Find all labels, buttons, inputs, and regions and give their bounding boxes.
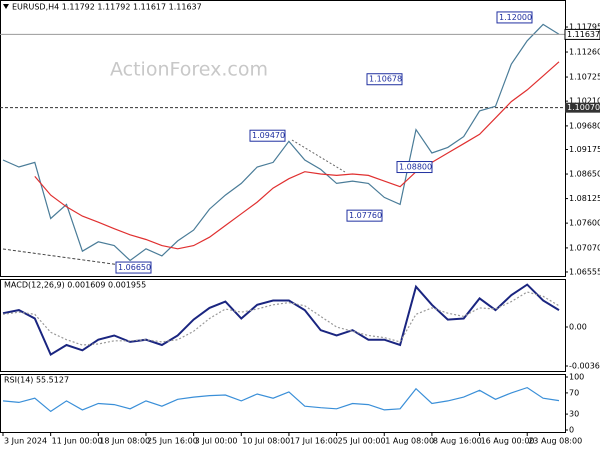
current-price-label: 1.11637 [567, 30, 600, 39]
x-tick-label: 3 Jun 2024 [4, 437, 47, 446]
watermark: ActionForex.com [110, 59, 268, 81]
annotation-box [496, 11, 533, 24]
y-tick-label: 1.08125 [569, 194, 600, 203]
y-tick-label: 1.11260 [569, 48, 600, 57]
panel-frame [0, 374, 566, 433]
series-line [2, 291, 560, 346]
y-tick-label: 30 [569, 410, 579, 419]
x-tick-label: 23 Aug 08:00 [528, 437, 582, 446]
annotation-box [115, 261, 152, 274]
x-tick-label: 17 Jul 16:00 [290, 437, 338, 446]
y-tick-label: 1.07600 [569, 219, 600, 228]
annotation-box [249, 129, 286, 142]
y-tick-label: -0.003678 [569, 361, 600, 370]
y-tick-label: 100 [569, 373, 584, 382]
annotation-box [366, 73, 403, 86]
y-tick-label: 1.09680 [569, 121, 600, 130]
panel-title: MACD(12,26,9) 0.001609 0.001955 [4, 281, 146, 290]
panel-title: RSI(14) 55.5127 [4, 376, 69, 385]
level-label: 1.10070 [567, 103, 600, 112]
annotation-label: 1.12000 [499, 13, 532, 22]
y-tick-label: 1.09175 [569, 145, 600, 154]
x-tick-label: 11 Jun 00:00 [52, 437, 103, 446]
panel-title: EURUSD,H4 1.11792 1.11792 1.11617 1.1163… [12, 3, 202, 12]
symbol-icon [3, 4, 9, 9]
x-tick-label: 25 Jun 16:00 [147, 437, 198, 446]
y-tick-label: 0 [569, 425, 574, 434]
annotation-label: 1.10678 [369, 75, 402, 84]
x-tick-label: 8 Aug 16:00 [433, 437, 482, 446]
series-line [2, 386, 560, 413]
y-tick-label: 1.11795 [569, 23, 600, 32]
level-label-box [565, 102, 600, 113]
annotation-label: 1.07760 [349, 211, 382, 220]
x-tick-label: 16 Aug 00:00 [481, 437, 535, 446]
y-tick-label: 0.00 [569, 323, 587, 332]
annotation-box [346, 209, 383, 222]
series-line [2, 23, 560, 262]
y-tick-label: 1.10725 [569, 73, 600, 82]
x-tick-label: 3 Jul 00:00 [195, 437, 238, 446]
x-tick-label: 1 Aug 08:00 [385, 437, 434, 446]
panel-frame [0, 0, 566, 277]
annotation-label: 1.08800 [399, 163, 432, 172]
x-tick-label: 18 Jun 08:00 [99, 437, 150, 446]
annotation-box [396, 161, 433, 174]
y-tick-label: 1.07070 [569, 243, 600, 252]
annotation-label: 1.06650 [118, 263, 151, 272]
y-tick-label: 1.08650 [569, 170, 600, 179]
series-line [34, 61, 560, 250]
x-tick-label: 25 Jul 00:00 [338, 437, 386, 446]
annotation-label: 1.09470 [252, 131, 285, 140]
y-tick-label: 70 [569, 388, 579, 397]
x-tick-label: 10 Jul 08:00 [242, 437, 290, 446]
current-price-box [564, 28, 600, 40]
y-tick-label: 1.06555 [569, 267, 600, 276]
panel-frame [0, 279, 566, 372]
y-tick-label: 1.10210 [569, 97, 600, 106]
trend-line [2, 248, 136, 268]
